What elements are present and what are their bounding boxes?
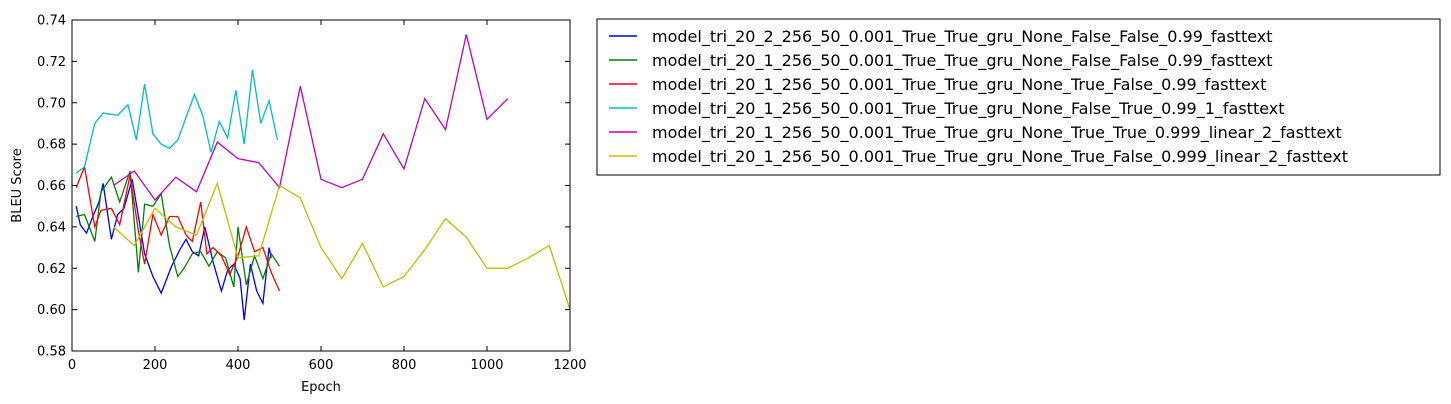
x-tick-label: 1000 xyxy=(470,358,503,373)
x-tick-label: 0 xyxy=(68,358,76,373)
y-tick-label: 0.58 xyxy=(37,345,66,360)
legend-label-4: model_tri_20_1_256_50_0.001_True_True_gr… xyxy=(652,99,1285,119)
legend-box xyxy=(596,18,1441,176)
legend-label-1: model_tri_20_2_256_50_0.001_True_True_gr… xyxy=(652,27,1273,47)
legend-label-5: model_tri_20_1_256_50_0.001_True_True_gr… xyxy=(652,123,1342,143)
y-axis-ticks: 0.58 0.60 0.62 0.64 0.66 0.68 0.70 0.72 0.74 xyxy=(37,14,570,360)
y-tick-label: 0.70 xyxy=(37,96,66,111)
x-tick-label: 800 xyxy=(392,358,417,373)
series-line-4 xyxy=(75,69,279,174)
x-tick-label: 1200 xyxy=(553,358,586,373)
y-tick-label: 0.64 xyxy=(37,220,66,235)
x-axis-ticks: 0 200 400 600 800 1000 1200 xyxy=(68,20,587,373)
series-line-6 xyxy=(113,181,571,310)
legend-label-2: model_tri_20_1_256_50_0.001_True_True_gr… xyxy=(652,51,1273,71)
y-axis-label: BLEU Score xyxy=(10,148,25,222)
x-tick-label: 400 xyxy=(226,358,251,373)
legend: model_tri_20_2_256_50_0.001_True_True_gr… xyxy=(596,18,1441,176)
series-line-5 xyxy=(113,34,509,202)
legend-label-6: model_tri_20_1_256_50_0.001_True_True_gr… xyxy=(652,147,1348,167)
y-tick-label: 0.60 xyxy=(37,303,66,318)
y-tick-label: 0.72 xyxy=(37,55,66,70)
x-tick-label: 200 xyxy=(143,358,168,373)
series-line-2 xyxy=(76,170,281,288)
plot-frame xyxy=(71,19,571,352)
y-tick-label: 0.74 xyxy=(37,14,66,29)
x-axis-label: Epoch xyxy=(301,380,341,395)
y-tick-label: 0.68 xyxy=(37,138,66,153)
y-tick-label: 0.62 xyxy=(37,262,66,277)
legend-label-3: model_tri_20_1_256_50_0.001_True_True_gr… xyxy=(652,75,1266,95)
x-tick-label: 600 xyxy=(309,358,334,373)
y-tick-label: 0.66 xyxy=(37,179,66,194)
plot-lines xyxy=(75,34,571,321)
series-line-1 xyxy=(75,179,272,321)
series-line-3 xyxy=(75,164,281,292)
